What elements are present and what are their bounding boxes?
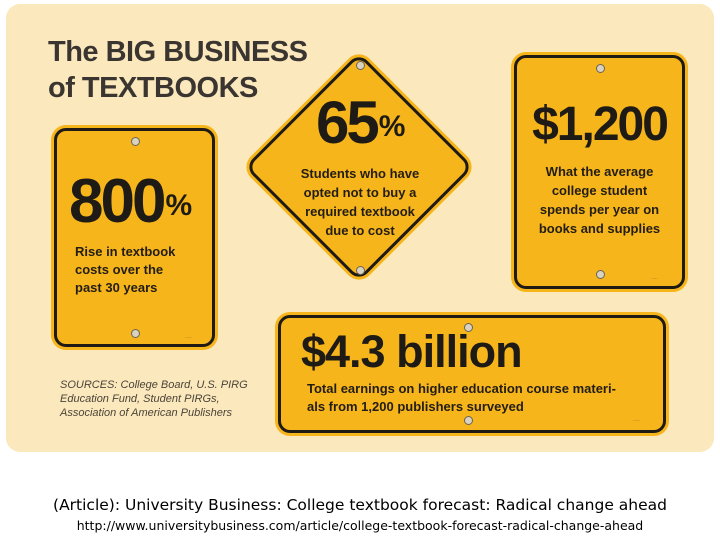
- opted-out-caption: Students who have opted not to buy a req…: [244, 164, 476, 240]
- rise-caption-line: costs over the: [75, 262, 164, 277]
- rise-number: 800: [69, 167, 166, 236]
- earnings-caption-line: Total earnings on higher education cours…: [307, 381, 616, 396]
- rise-suffix: %: [165, 189, 192, 222]
- rise-caption: Rise in textbook costs over the past 30 …: [75, 243, 175, 297]
- opted-out-caption-line: due to cost: [325, 223, 395, 238]
- opted-out-value: 65%: [316, 89, 406, 156]
- opted-out-number: 65: [316, 89, 380, 156]
- opted-out-caption-line: Students who have: [300, 166, 420, 181]
- spending-caption-line: books and supplies: [538, 221, 661, 236]
- sign-screw-icon: [131, 137, 140, 146]
- sign-screw-icon: [356, 266, 365, 275]
- sign-fineprint: ·····: [185, 335, 192, 340]
- rise-value: 800%: [69, 167, 192, 237]
- infographic-panel: The BIG BUSINESS of TEXTBOOKS 800% Rise …: [6, 4, 714, 452]
- spending-caption-line: What the average: [545, 164, 654, 179]
- title-line-2: of TEXTBOOKS: [48, 72, 258, 104]
- article-citation: (Article): University Business: College …: [53, 496, 667, 514]
- sign-screw-icon: [596, 270, 605, 279]
- sign-fineprint: ·····: [651, 276, 658, 281]
- opted-out-suffix: %: [378, 110, 406, 143]
- earnings-sign: $4.3 billion Total earnings on higher ed…: [278, 315, 666, 433]
- earnings-caption: Total earnings on higher education cours…: [307, 380, 616, 416]
- sources-line: Association of American Publishers: [60, 407, 233, 419]
- infographic-title: The BIG BUSINESS of TEXTBOOKS: [48, 34, 308, 106]
- sign-screw-icon: [464, 416, 473, 425]
- rise-caption-line: past 30 years: [75, 280, 158, 295]
- sources-line: Education Fund, Student PIRGs,: [60, 393, 220, 405]
- earnings-value: $4.3 billion: [301, 326, 523, 377]
- rise-caption-line: Rise in textbook: [75, 244, 176, 259]
- spending-value: $1,200: [532, 98, 669, 151]
- sign-fineprint: ·····: [633, 418, 640, 423]
- sign-screw-icon: [356, 61, 365, 70]
- opted-out-caption-line: opted not to buy a: [303, 185, 417, 200]
- rise-sign: 800% Rise in textbook costs over the pas…: [54, 128, 215, 347]
- sign-screw-icon: [596, 64, 605, 73]
- opted-out-sign: 65% Students who have opted not to buy a…: [244, 52, 476, 284]
- article-url[interactable]: http://www.universitybusiness.com/articl…: [76, 518, 644, 533]
- spending-caption-line: college student: [551, 183, 648, 198]
- sources-note: SOURCES: College Board, U.S. PIRG Educat…: [60, 378, 248, 420]
- spending-caption: What the average college student spends …: [517, 162, 682, 238]
- opted-out-caption-line: required textbook: [305, 204, 415, 219]
- sign-screw-icon: [464, 323, 473, 332]
- sources-line: SOURCES: College Board, U.S. PIRG: [60, 379, 248, 391]
- earnings-caption-line: als from 1,200 publishers surveyed: [307, 399, 524, 414]
- sign-screw-icon: [131, 329, 140, 338]
- title-line-1: The BIG BUSINESS: [48, 36, 308, 68]
- spending-caption-line: spends per year on: [539, 202, 660, 217]
- spending-sign: $1,200 What the average college student …: [514, 55, 685, 289]
